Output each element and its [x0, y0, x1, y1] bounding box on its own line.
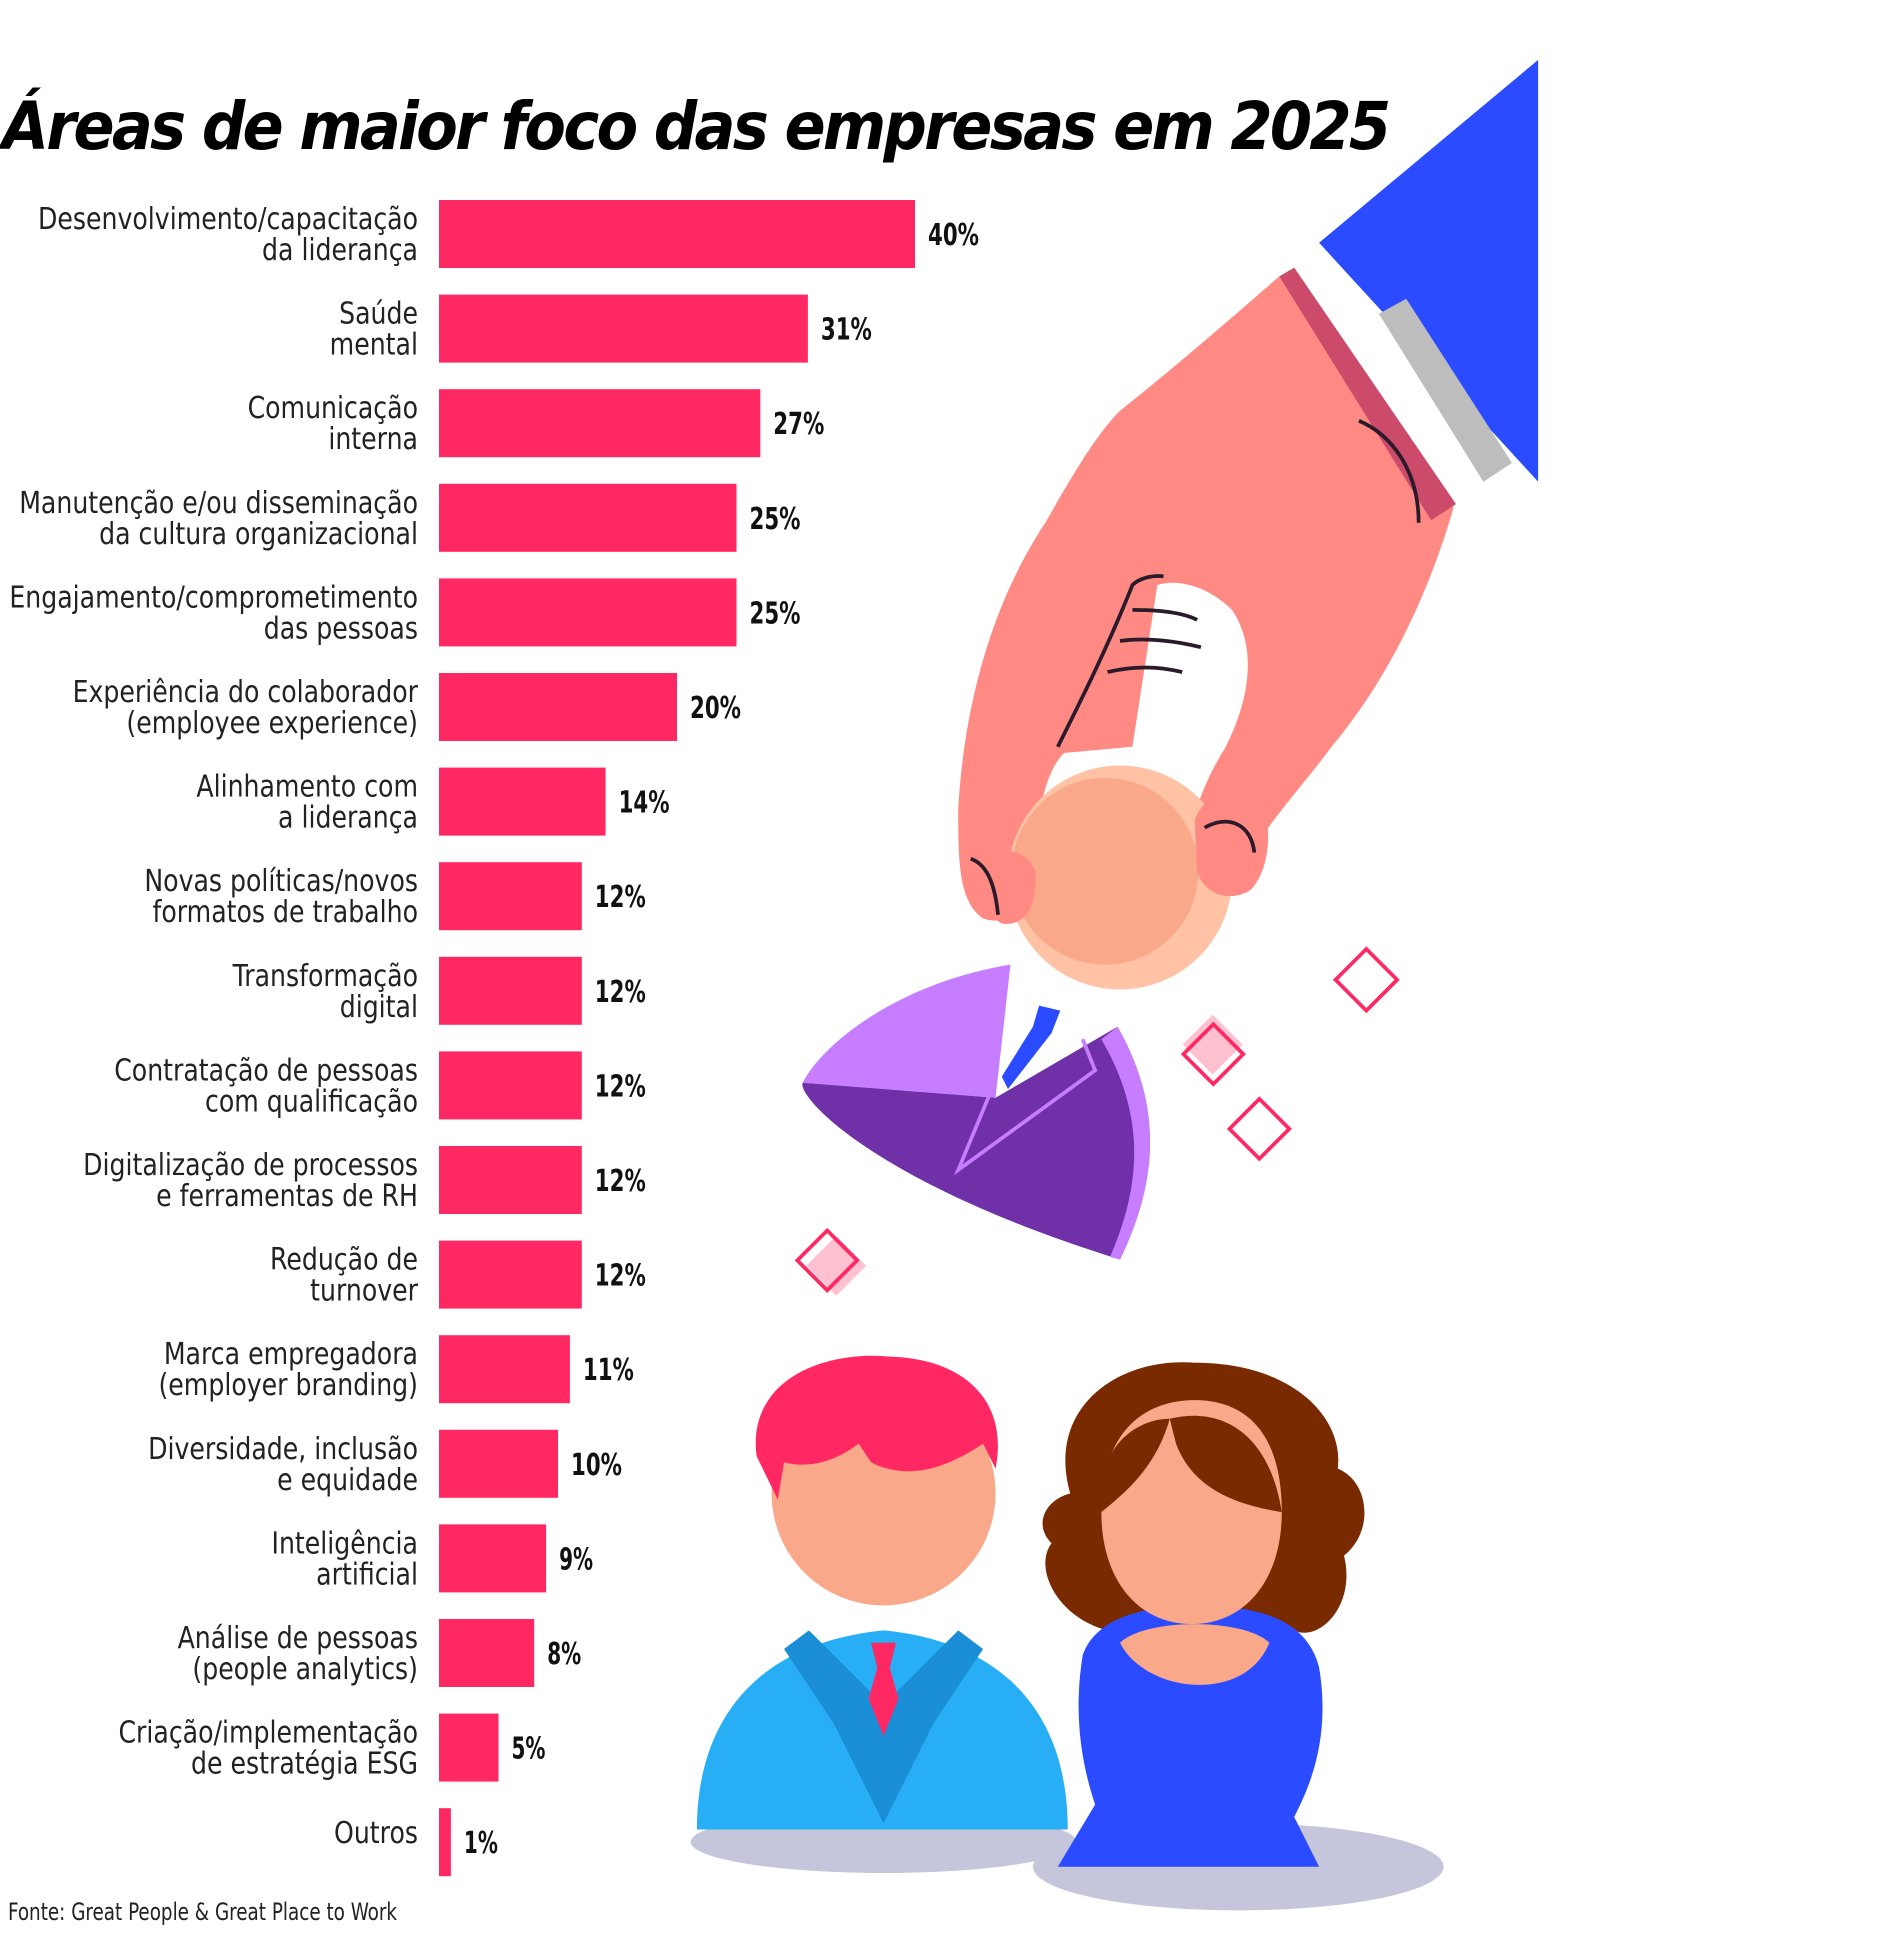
- bar: [439, 862, 582, 931]
- category-label: Marca empregadora: [164, 1336, 418, 1372]
- category-label: digital: [340, 989, 418, 1025]
- value-label: 12%: [595, 1069, 646, 1104]
- category-label: Digitalização de processos: [83, 1147, 418, 1183]
- shirt-cuff: [1378, 298, 1512, 482]
- value-label: 31%: [821, 313, 872, 348]
- category-label: (employee experience): [126, 705, 418, 741]
- category-label: da cultura organizacional: [99, 516, 418, 552]
- thumb: [1194, 791, 1269, 897]
- category-label: Novas políticas/novos: [144, 863, 418, 899]
- bar: [439, 1051, 582, 1120]
- value-label: 1%: [464, 1826, 498, 1861]
- value-label: 12%: [595, 1259, 646, 1294]
- finger-lines: [969, 419, 1421, 915]
- value-label: 8%: [547, 1637, 581, 1672]
- value-label: 10%: [571, 1448, 622, 1483]
- category-label: Comunicação: [248, 390, 418, 426]
- category-label: Alinhamento com: [196, 768, 418, 804]
- category-label: Criação/implementação: [118, 1714, 418, 1750]
- finger: [980, 850, 1036, 924]
- bar: [439, 1240, 582, 1309]
- woman-avatar: [1032, 1362, 1444, 1911]
- tie: [1001, 1005, 1061, 1090]
- category-label: Saúde: [339, 295, 418, 331]
- value-label: 12%: [595, 975, 646, 1010]
- category-label: Outros: [334, 1815, 418, 1851]
- source-note: Fonte: Great People & Great Place to Wor…: [8, 1898, 398, 1926]
- bar: [439, 578, 737, 647]
- hand: [958, 276, 1454, 921]
- bar: [439, 389, 761, 458]
- man-avatar: [690, 1355, 1077, 1874]
- bar: [439, 956, 582, 1025]
- category-label: interna: [328, 421, 418, 457]
- pie-chart-icon: [802, 964, 1151, 1260]
- hand-cuff-shadow: [1279, 267, 1456, 521]
- bar: [439, 1619, 535, 1687]
- category-label: a liderança: [278, 799, 418, 835]
- category-label: com qualificação: [205, 1083, 418, 1119]
- category-label: Contratação de pessoas: [114, 1052, 418, 1088]
- coin-face: [1011, 777, 1199, 965]
- value-label: 9%: [559, 1542, 593, 1577]
- category-label: e ferramentas de RH: [156, 1178, 418, 1214]
- bar: [439, 1429, 558, 1498]
- value-label: 20%: [690, 691, 741, 726]
- value-label: 12%: [595, 880, 646, 915]
- sleeve: [1319, 59, 1539, 482]
- value-label: 11%: [583, 1353, 634, 1388]
- category-label: Inteligência: [272, 1525, 418, 1561]
- category-label: turnover: [310, 1272, 418, 1308]
- category-label: formatos de trabalho: [152, 894, 418, 930]
- category-label: Diversidade, inclusão: [148, 1431, 418, 1467]
- value-label: 5%: [512, 1732, 546, 1767]
- category-label: Manutenção e/ou disseminação: [19, 485, 418, 521]
- category-label: mental: [330, 326, 418, 362]
- value-label: 25%: [750, 596, 801, 631]
- value-label: 27%: [773, 407, 824, 442]
- category-label: da liderança: [262, 232, 418, 268]
- bar: [439, 673, 677, 741]
- value-label: 25%: [750, 502, 801, 537]
- category-label: (employer branding): [158, 1367, 418, 1403]
- bar: [439, 1713, 499, 1782]
- bar: [439, 767, 606, 836]
- value-label: 14%: [619, 786, 670, 821]
- value-label: 12%: [595, 1164, 646, 1199]
- category-label: (people analytics): [192, 1651, 418, 1687]
- category-label: artificial: [316, 1556, 418, 1592]
- category-label: Desenvolvimento/capacitação: [38, 201, 418, 237]
- category-label: Transformação: [232, 958, 418, 994]
- category-label: de estratégia ESG: [191, 1745, 418, 1781]
- bar: [439, 1335, 570, 1404]
- value-label: 40%: [928, 218, 979, 253]
- bar: [439, 1808, 451, 1877]
- category-label: Experiência do colaborador: [73, 674, 419, 710]
- hand-with-coin-illustration: [958, 59, 1539, 990]
- bar: [439, 200, 915, 268]
- category-label: Engajamento/comprometimento: [9, 579, 418, 615]
- category-label: e equidade: [277, 1462, 418, 1498]
- chart-title: Áreas de maior foco das empresas em 2025: [2, 88, 1391, 165]
- category-label: Redução de: [270, 1241, 418, 1277]
- category-label: Análise de pessoas: [178, 1620, 418, 1656]
- category-label: das pessoas: [264, 610, 418, 646]
- bar: [439, 1524, 547, 1593]
- bar: [439, 1146, 582, 1214]
- bar: [439, 294, 808, 363]
- bar: [439, 483, 737, 552]
